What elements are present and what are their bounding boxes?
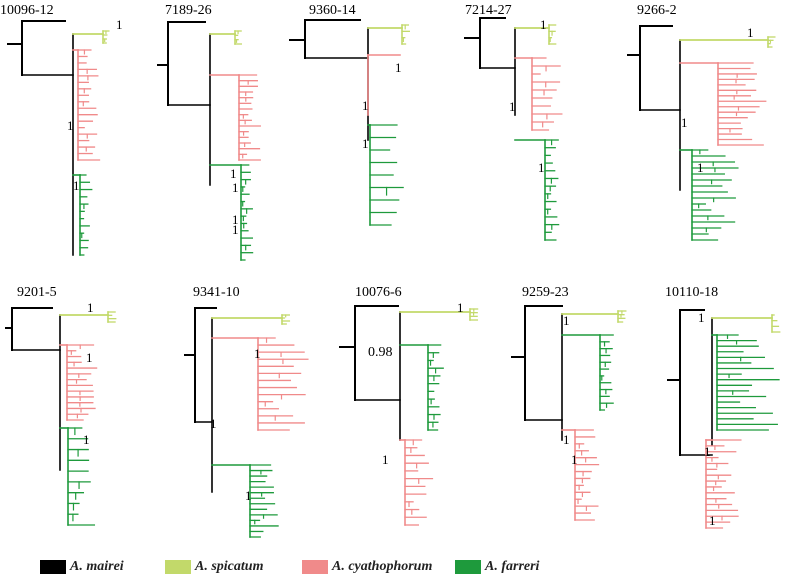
legend-label-spicatum: A. spicatum xyxy=(195,559,264,574)
tree-8-title: 10076-6 xyxy=(355,285,402,300)
tree-7-title: 9341-10 xyxy=(193,285,240,300)
tree-5-support-1: 1 xyxy=(747,25,754,40)
tree-9-support-2: 1 xyxy=(563,432,570,447)
tree-2-support-4: 1 xyxy=(232,222,239,237)
legend-item-cyathophorum: A. cyathophorum xyxy=(302,557,432,577)
legend: A. mairei A. spicatum A. cyathophorum A.… xyxy=(0,557,789,579)
legend-swatch-farreri xyxy=(455,560,481,574)
legend-swatch-cyathophorum xyxy=(302,560,328,574)
tree-1-support-1: 1 xyxy=(116,17,123,32)
legend-label-mairei: A. mairei xyxy=(70,559,124,574)
tree-3-support-1: 1 xyxy=(395,60,402,75)
tree-1-support-2: 1 xyxy=(67,118,74,133)
tree-9-title: 9259-23 xyxy=(522,285,569,300)
tree-9-support-1: 1 xyxy=(563,313,570,328)
tree-5-support-3: 1 xyxy=(697,160,704,175)
tree-6-support-2: 1 xyxy=(86,350,93,365)
tree-8-support-1: 1 xyxy=(457,300,464,315)
legend-swatch-mairei xyxy=(40,560,66,574)
tree-6-support-3: 1 xyxy=(83,432,90,447)
legend-label-farreri: A. farreri xyxy=(485,559,540,574)
tree-8-support-3: 1 xyxy=(382,452,389,467)
tree-7-support-2: 1 xyxy=(210,416,217,431)
tree-9-support-3: 1 xyxy=(571,452,578,467)
tree-2-support-1: 1 xyxy=(230,166,237,181)
legend-item-farreri: A. farreri xyxy=(455,557,539,577)
tree-6-title: 9201-5 xyxy=(17,285,57,300)
legend-item-spicatum: A. spicatum xyxy=(165,557,263,577)
tree-2-title: 7189-26 xyxy=(165,3,212,18)
tree-4-support-2: 1 xyxy=(509,99,516,114)
tree-7-support-1: 1 xyxy=(254,346,261,361)
tree-10-support-2: 1 xyxy=(704,444,711,459)
tree-2-support-2: 1 xyxy=(232,180,239,195)
tree-3-support-3: 1 xyxy=(362,136,369,151)
tree-4-title: 7214-27 xyxy=(465,3,512,18)
tree-1-support-3: 1 xyxy=(73,178,80,193)
legend-swatch-spicatum xyxy=(165,560,191,574)
tree-6-support-1: 1 xyxy=(87,300,94,315)
tree-1-title: 10096-12 xyxy=(0,3,54,18)
legend-item-mairei: A. mairei xyxy=(40,557,124,577)
tree-5-support-2: 1 xyxy=(681,115,688,130)
tree-10-support-1: 1 xyxy=(698,310,705,325)
tree-7-support-3: 1 xyxy=(245,488,252,503)
tree-4-support-3: 1 xyxy=(538,160,545,175)
tree-2-support-3: 1 xyxy=(232,212,239,227)
legend-label-cyathophorum: A. cyathophorum xyxy=(332,559,433,574)
tree-4-support-1: 1 xyxy=(540,17,547,32)
tree-3-title: 9360-14 xyxy=(309,3,356,18)
tree-10-title: 10110-18 xyxy=(665,285,719,300)
tree-3-support-2: 1 xyxy=(362,98,369,113)
tree-8-support-2: 0.98 xyxy=(368,345,393,360)
tree-5-title: 9266-2 xyxy=(637,3,677,18)
tree-10-support-3: 1 xyxy=(709,513,716,528)
